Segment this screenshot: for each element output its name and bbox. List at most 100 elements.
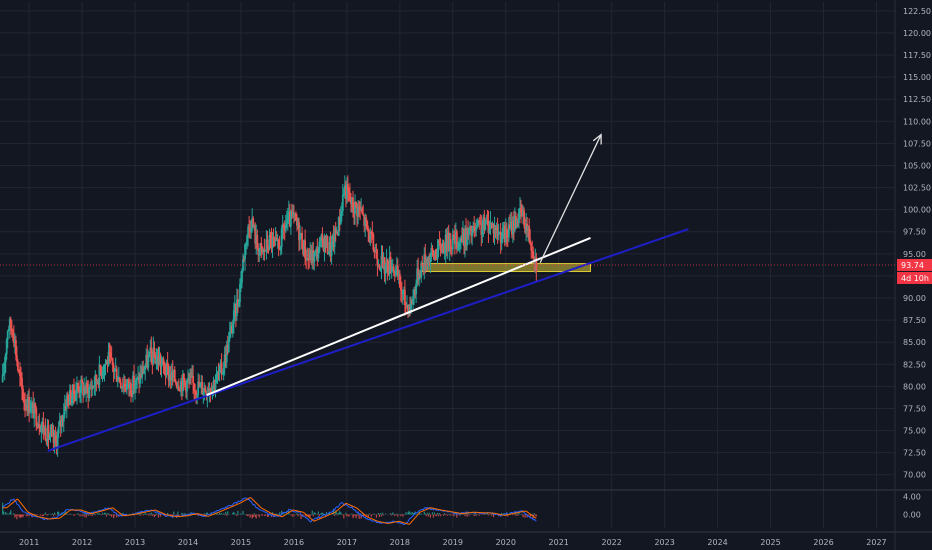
price-tick-label: 95.00 [903,250,926,259]
candle-body [390,269,393,272]
candle-body [531,250,534,252]
candle-body [7,329,10,332]
candle-body [73,384,75,395]
candle-body [122,383,125,388]
candle-body [418,273,421,280]
price-tick-label: 107.50 [903,139,931,148]
candle-body [445,234,448,251]
candle-body [280,228,283,247]
candle-body [266,239,269,249]
candle-body [422,264,425,271]
candle-body [72,384,74,398]
candle-body [163,365,166,374]
candle-body [369,231,372,243]
candle-body [349,192,351,200]
candle-body [60,416,63,427]
candle-body [19,371,21,377]
candle-body [187,378,189,380]
candle-body [494,226,497,234]
candle-body [264,250,267,252]
candle-body [49,431,52,438]
candle-body [355,202,357,206]
candle-body [111,357,114,366]
candle-body [342,193,345,195]
candle-body [65,395,68,409]
candle-body [333,229,336,247]
candle-body [306,258,309,261]
candle-body [335,231,338,234]
price-tick-label: 117.50 [903,51,931,60]
candle-body [183,374,185,381]
candle-body [366,221,369,229]
price-tick-label: 100.00 [903,206,931,215]
candle-body [281,224,284,229]
candle-body [85,382,88,394]
candle-body [202,392,205,395]
candle-body [327,251,330,254]
candle-body [448,239,451,251]
time-tick-label: 2017 [337,538,357,547]
price-tick-label: 105.00 [903,161,931,170]
candle-body [273,238,276,242]
candle-body [241,270,243,283]
candle-body [116,380,119,382]
candle-body [428,256,431,263]
candle-body [94,374,97,387]
indicator-tick-label: 0.00 [903,511,921,520]
candle-body [83,388,86,396]
candle-body [386,259,389,273]
time-axis[interactable]: 2011 2012 2013 2014 2015 2016 2017 2018 2019 2020… [19,538,887,547]
candle-body [240,282,242,284]
candle-body [370,231,373,233]
candle-body [469,225,472,230]
candle-body [257,248,260,256]
candle-body [209,388,212,392]
candle-body [376,258,379,266]
candle-body [153,347,156,358]
time-tick-label: 2025 [760,538,780,547]
candle-body [180,381,183,392]
candle-body [78,388,80,394]
candle-body [197,381,200,395]
candle-body [387,272,390,274]
candle-body [97,381,100,385]
candle-body [2,372,5,375]
candle-body [164,373,167,375]
candle-body [258,249,261,256]
price-tick-label: 77.50 [903,404,926,413]
candle-body [395,265,398,270]
candle-body [51,432,54,434]
candle-body [41,422,44,426]
candle-body [246,235,248,245]
candle-body [166,362,169,368]
candle-body [74,394,76,401]
candle-body [112,365,115,372]
time-tick-label: 2016 [284,538,304,547]
candle-body [396,265,399,277]
candle-body [293,212,295,214]
candle-body [22,388,24,400]
candle-body [519,207,521,209]
candle-body [511,220,514,235]
candle-body [453,235,456,244]
candle-body [324,236,327,248]
candle-body [437,240,440,250]
candle-body [487,220,490,233]
candle-body [77,385,79,389]
candle-body [513,220,515,231]
candle-body [145,354,148,366]
candle-body [277,240,280,246]
candle-body [135,378,137,386]
candle-body [502,225,505,229]
candle-body [194,390,197,392]
candle-body [308,259,311,261]
bar-countdown-label: 4d 10h [901,274,929,283]
candle-body [18,370,20,372]
candle-body [107,351,110,366]
candle-body [314,250,317,253]
candle-body [141,367,144,378]
candle-body [131,394,133,396]
candle-body [5,339,8,355]
candle-body [287,211,290,215]
